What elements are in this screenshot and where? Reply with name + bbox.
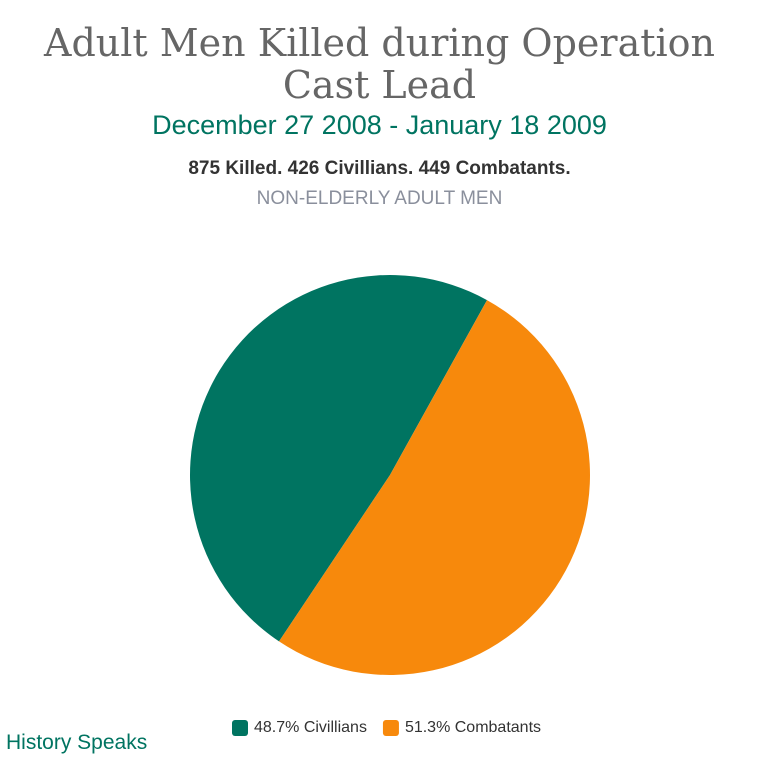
chart-subtitle: December 27 2008 - January 18 2009: [152, 110, 607, 140]
legend-label: 51.3% Combatants: [405, 719, 541, 736]
legend-swatch: [232, 720, 248, 736]
footer: History Speaks: [6, 731, 148, 754]
note: NON-ELDERLY ADULT MEN: [256, 188, 503, 209]
summary: 875 Killed. 426 Civillians. 449 Combatan…: [188, 158, 571, 179]
legend-label: 48.7% Civillians: [254, 719, 367, 736]
pie-slice: [190, 275, 488, 642]
pie-slice: [279, 300, 591, 676]
chart-title: Adult Men Killed during Operation Cast L…: [44, 21, 715, 107]
legend-swatch: [382, 720, 399, 736]
